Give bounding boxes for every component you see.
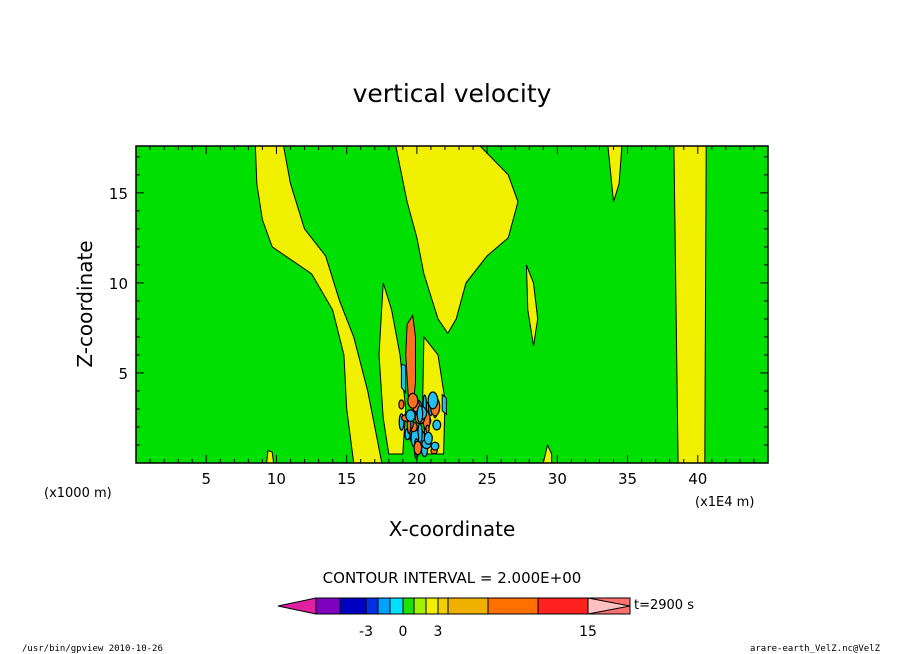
colorbar-swatch: [587, 597, 631, 615]
contour-region-weak: [673, 146, 707, 463]
colorbar-label: -3: [359, 624, 373, 640]
contour-cell: [432, 419, 442, 431]
colorbar-swatch: [365, 597, 379, 615]
colorbar-swatch: [389, 597, 404, 615]
contour-cell: [427, 391, 439, 410]
colorbar-swatch: [447, 597, 489, 615]
y-tick-label: 10: [109, 275, 128, 293]
colorbar-swatch: [487, 597, 539, 615]
contour-interval-text: CONTOUR INTERVAL = 2.000E+00: [323, 569, 582, 587]
y-axis-ticks: 5 10 15: [109, 156, 768, 446]
x-axis-ticks: 5 10 15 20 25 30 35 40: [149, 146, 755, 488]
colorbar-swatch: [537, 597, 589, 615]
contour-cell: [425, 424, 430, 434]
footer-left: /usr/bin/gpview 2010-10-26: [22, 644, 163, 654]
colorbar-swatch: [277, 597, 317, 615]
y-axis-label: Z-coordinate: [73, 240, 97, 367]
x-tick-label: 40: [688, 470, 707, 488]
contour-region-down: [441, 393, 447, 416]
y-tick-label: 15: [109, 185, 128, 203]
contour-region-weak: [395, 146, 519, 335]
x-tick-label: 5: [201, 470, 211, 488]
contour-region-weak: [266, 449, 275, 463]
contour-cell: [430, 441, 440, 451]
contour-cell: [416, 405, 424, 423]
x-tick-label: 10: [267, 470, 286, 488]
time-label: t=2900 s: [634, 598, 694, 613]
colorbar-ticks: -3 0 3 15: [359, 624, 597, 640]
contour-cell: [413, 440, 423, 456]
colorbar-swatch: [413, 597, 427, 615]
x-tick-label: 20: [407, 470, 426, 488]
footer-right: arare-earth_VelZ.nc@VelZ: [750, 644, 881, 654]
x-axis-label: X-coordinate: [389, 517, 516, 541]
colorbar-swatch: [339, 597, 367, 615]
contour-cell: [405, 409, 416, 423]
plot-area: 5 10 15 20 25 30 35 40 5 10 15: [109, 145, 769, 488]
colorbar-swatch: [377, 597, 391, 615]
colorbar-swatch: [437, 597, 449, 615]
contour-region-weak: [254, 146, 383, 463]
colorbar-swatch: [425, 597, 439, 615]
colorbar-label: 3: [434, 624, 443, 640]
colorbar: [277, 597, 631, 615]
colorbar-label: 0: [399, 624, 408, 640]
contour-region-weak: [542, 443, 553, 463]
contour-region-down: [400, 363, 407, 395]
colorbar-swatch: [315, 597, 341, 615]
plot-frame: [135, 145, 769, 464]
x-tick-label: 25: [478, 470, 497, 488]
contour-region-weak: [525, 264, 539, 346]
x-unit-label: (x1000 m): [44, 486, 112, 501]
chart-title: vertical velocity: [353, 79, 552, 108]
contour-lines-cluster: [398, 391, 442, 460]
colorbar-swatch: [402, 597, 415, 615]
contour-cell: [423, 431, 433, 445]
y-tick-label: 5: [118, 365, 128, 383]
colorbar-label: 15: [579, 624, 597, 640]
y-unit-label: (x1E4 m): [695, 495, 754, 510]
contour-region-weak: [378, 282, 407, 455]
contour-cell: [407, 392, 419, 409]
contour-region-weak: [607, 146, 623, 202]
contour-cell: [398, 399, 405, 410]
x-tick-label: 15: [337, 470, 356, 488]
x-tick-label: 35: [618, 470, 637, 488]
x-tick-label: 30: [548, 470, 567, 488]
